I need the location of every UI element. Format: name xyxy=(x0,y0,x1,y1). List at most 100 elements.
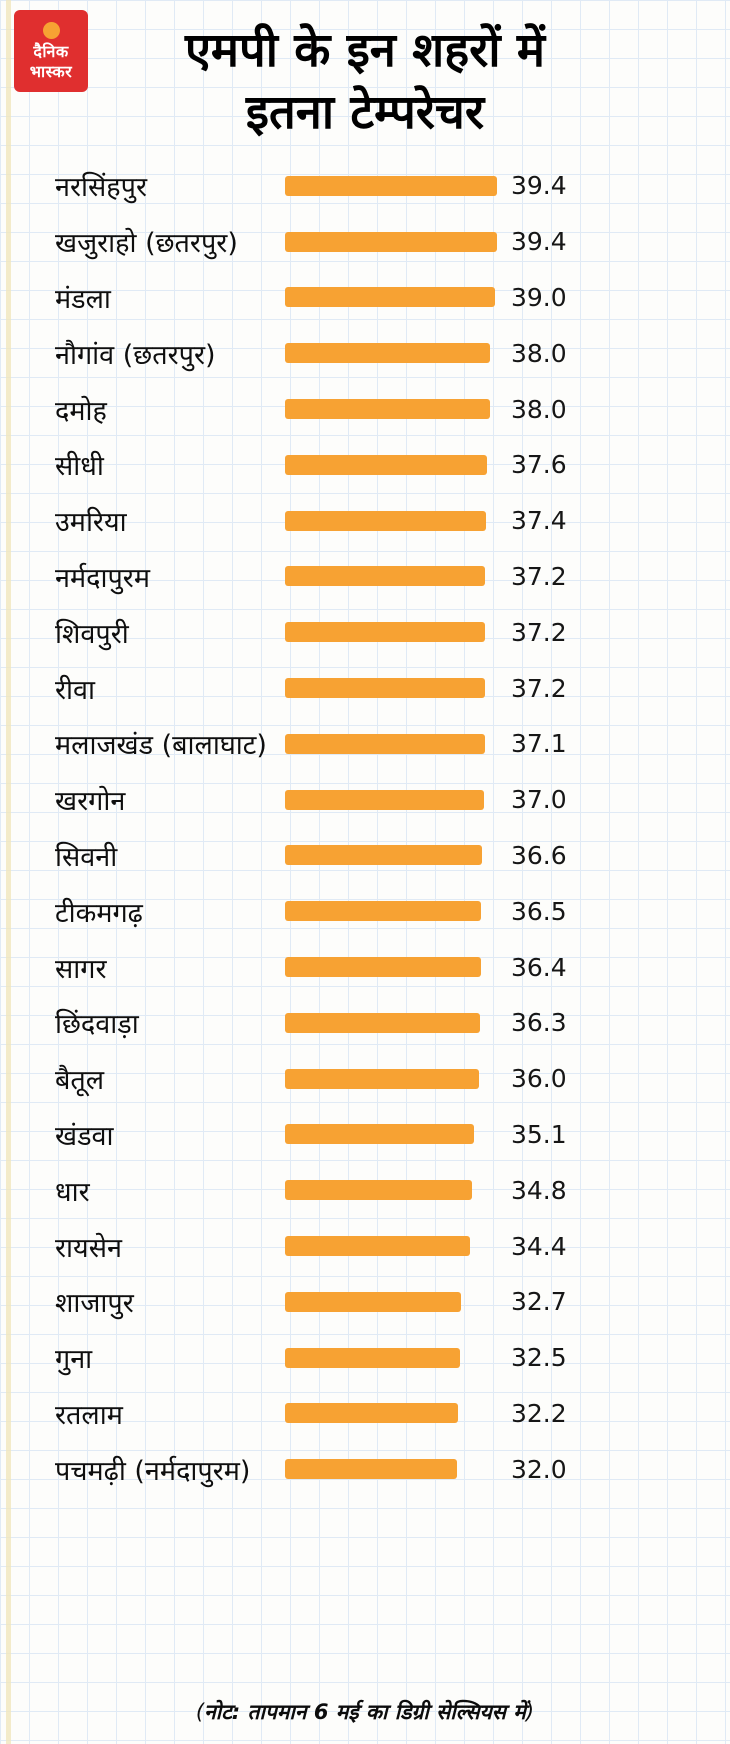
city-label: शाजापुर xyxy=(55,1288,134,1320)
chart-row: खजुराहो (छतरपुर) 39.4 xyxy=(0,214,730,270)
bar-track xyxy=(285,1403,503,1424)
temperature-value: 36.6 xyxy=(511,840,567,870)
footnote-close-paren: ) xyxy=(525,1700,535,1724)
city-label: दमोह xyxy=(55,395,107,427)
bar-track xyxy=(285,287,503,308)
bar-track xyxy=(285,399,503,420)
temperature-bar xyxy=(285,789,485,810)
city-label: रायसेन xyxy=(55,1232,122,1264)
chart-row: नौगांव (छतरपुर) 38.0 xyxy=(0,325,730,381)
chart-row: रीवा 37.2 xyxy=(0,660,730,716)
city-label: धार xyxy=(55,1176,90,1208)
chart-row: खंडवा 35.1 xyxy=(0,1107,730,1163)
chart-row: सागर 36.4 xyxy=(0,939,730,995)
bar-track xyxy=(285,1180,503,1201)
bar-track xyxy=(285,231,503,252)
bar-track xyxy=(285,845,503,866)
temperature-value: 37.2 xyxy=(511,561,567,591)
temperature-value: 39.4 xyxy=(511,227,567,257)
temperature-value: 38.0 xyxy=(511,394,567,424)
bar-track xyxy=(285,957,503,978)
chart-row: खरगोन 37.0 xyxy=(0,772,730,828)
temperature-bar xyxy=(285,1012,481,1033)
bar-track xyxy=(285,343,503,364)
temperature-bar xyxy=(285,510,487,531)
city-label: गुना xyxy=(55,1344,93,1376)
footnote: (नोट: तापमान 6 मई का डिग्री सेल्सियस में… xyxy=(0,1698,730,1726)
bar-track xyxy=(285,1236,503,1257)
footnote-label: नोट: xyxy=(204,1700,241,1724)
page-title: एमपी के इन शहरों में इतना टेम्परेचर xyxy=(0,14,730,144)
header: दैनिक भास्कर एमपी के इन शहरों में इतना ट… xyxy=(0,0,730,150)
notebook-margin-line xyxy=(6,0,11,1744)
temperature-bar xyxy=(285,175,497,196)
chart-rows: नरसिंहपुर 39.4 खजुराहो (छतरपुर) 39.4 मंडला 39… xyxy=(0,158,730,1497)
city-label: खंडवा xyxy=(55,1120,114,1152)
temperature-bar xyxy=(285,1291,461,1312)
city-label: छिंदवाड़ा xyxy=(55,1009,139,1041)
temperature-bar xyxy=(285,454,488,475)
temperature-value: 36.5 xyxy=(511,896,567,926)
title-line-2: इतना टेम्परेचर xyxy=(245,85,485,140)
temperature-value: 37.4 xyxy=(511,506,567,536)
chart-row: टीकमगढ़ 36.5 xyxy=(0,883,730,939)
temperature-value: 32.0 xyxy=(511,1454,567,1484)
bar-track xyxy=(285,901,503,922)
dainik-bhaskar-logo: दैनिक भास्कर xyxy=(14,10,88,92)
temperature-value: 32.7 xyxy=(511,1287,567,1317)
chart-row: नर्मदापुरम 37.2 xyxy=(0,549,730,605)
temperature-value: 34.4 xyxy=(511,1231,567,1261)
temperature-bar xyxy=(285,566,486,587)
bar-track xyxy=(285,678,503,699)
temperature-bar xyxy=(285,1236,471,1257)
temperature-value: 37.6 xyxy=(511,450,567,480)
chart-row: सीधी 37.6 xyxy=(0,437,730,493)
chart-row: सिवनी 36.6 xyxy=(0,828,730,884)
bar-track xyxy=(285,1291,503,1312)
temperature-bar-chart: नरसिंहपुर 39.4 खजुराहो (छतरपुर) 39.4 मंडला 39… xyxy=(0,158,730,1497)
bar-track xyxy=(285,622,503,643)
footnote-text: तापमान 6 मई का डिग्री सेल्सियस में xyxy=(240,1700,526,1724)
city-label: रीवा xyxy=(55,674,96,706)
temperature-value: 39.0 xyxy=(511,282,567,312)
temperature-bar xyxy=(285,957,481,978)
bar-track xyxy=(285,1347,503,1368)
chart-row: शाजापुर 32.7 xyxy=(0,1274,730,1330)
temperature-bar xyxy=(285,622,486,643)
temperature-value: 36.3 xyxy=(511,1008,567,1038)
temperature-bar xyxy=(285,845,482,866)
chart-row: रतलाम 32.2 xyxy=(0,1386,730,1442)
bar-track xyxy=(285,789,503,810)
chart-row: दमोह 38.0 xyxy=(0,381,730,437)
title-line-1: एमपी के इन शहरों में xyxy=(184,23,546,78)
bar-track xyxy=(285,1068,503,1089)
city-label: नर्मदापुरम xyxy=(55,562,150,594)
city-label: खरगोन xyxy=(55,786,126,818)
bar-track xyxy=(285,175,503,196)
bar-track xyxy=(285,1012,503,1033)
city-label: मंडला xyxy=(55,283,111,315)
temperature-bar xyxy=(285,733,485,754)
chart-row: मंडला 39.0 xyxy=(0,270,730,326)
temperature-value: 37.1 xyxy=(511,729,567,759)
temperature-value: 36.0 xyxy=(511,1064,567,1094)
temperature-bar xyxy=(285,678,486,699)
chart-row: बैतूल 36.0 xyxy=(0,1051,730,1107)
chart-row: रायसेन 34.4 xyxy=(0,1218,730,1274)
temperature-value: 32.2 xyxy=(511,1398,567,1428)
chart-row: नरसिंहपुर 39.4 xyxy=(0,158,730,214)
chart-row: छिंदवाड़ा 36.3 xyxy=(0,995,730,1051)
chart-row: मलाजखंड (बालाघाट) 37.1 xyxy=(0,716,730,772)
footnote-open-paren: ( xyxy=(195,1700,205,1724)
city-label: नरसिंहपुर xyxy=(55,172,147,204)
chart-row: उमरिया 37.4 xyxy=(0,493,730,549)
temperature-value: 37.0 xyxy=(511,785,567,815)
bar-track xyxy=(285,1124,503,1145)
chart-row: धार 34.8 xyxy=(0,1162,730,1218)
city-label: नौगांव (छतरपुर) xyxy=(55,339,216,371)
bar-track xyxy=(285,733,503,754)
city-label: शिवपुरी xyxy=(55,618,129,650)
city-label: बैतूल xyxy=(55,1065,105,1097)
temperature-bar xyxy=(285,231,497,252)
